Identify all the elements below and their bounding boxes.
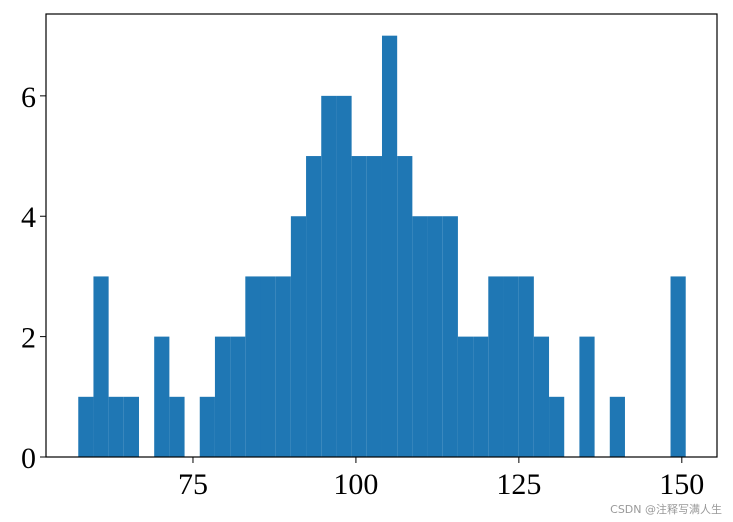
bar [533, 336, 550, 457]
bar [427, 216, 443, 457]
x-tick-label: 125 [496, 468, 541, 501]
x-tick-label: 75 [178, 468, 208, 501]
bar [518, 276, 534, 457]
bar [488, 276, 504, 457]
bar [609, 396, 625, 457]
y-tick-label: 2 [21, 322, 36, 355]
bar [670, 276, 686, 457]
bar [351, 156, 367, 457]
bar [397, 156, 413, 457]
bar [503, 276, 519, 457]
bar [230, 336, 246, 457]
x-tick-label: 100 [333, 468, 378, 501]
bar [321, 95, 337, 457]
bar [108, 396, 124, 457]
bar [366, 156, 382, 457]
bar [381, 35, 398, 457]
bar [473, 336, 489, 457]
y-tick-label: 6 [21, 81, 36, 114]
bar [336, 95, 352, 457]
watermark: CSDN @注释写满人生 [610, 502, 722, 516]
bar [123, 396, 140, 457]
bar [245, 276, 261, 457]
y-tick-label: 4 [21, 201, 36, 234]
bar [306, 156, 322, 457]
bar [275, 276, 291, 457]
bar [260, 276, 276, 457]
bar [169, 396, 185, 457]
bar [457, 336, 474, 457]
bar [199, 396, 215, 457]
bar [154, 336, 170, 457]
bar [579, 336, 595, 457]
bar [93, 276, 109, 457]
bar [214, 336, 231, 457]
bar [549, 396, 565, 457]
bar [78, 396, 94, 457]
y-tick-label: 0 [21, 442, 36, 475]
bar [442, 216, 458, 457]
bar [412, 216, 428, 457]
bar [290, 216, 307, 457]
x-tick-label: 150 [659, 468, 704, 501]
axes-frame [45, 13, 718, 458]
